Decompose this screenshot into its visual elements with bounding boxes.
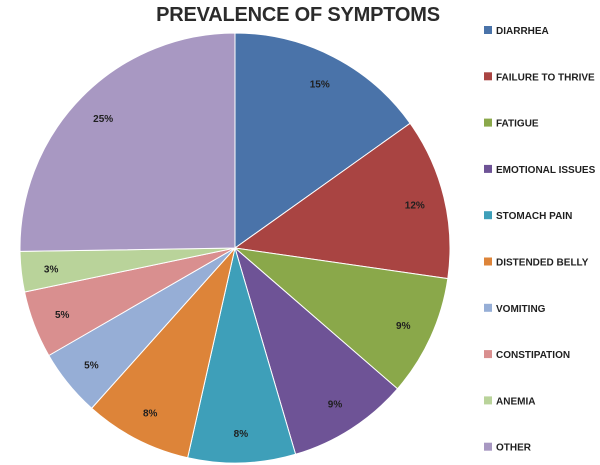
- pie-slices: [19, 32, 451, 464]
- legend-swatch-failure-to-thrive: [484, 72, 492, 81]
- pie-data-labels: 15% 12% 9% 9% 8% 8% 5% 5% 3% 25%: [44, 80, 425, 440]
- data-label-vomiting: 5%: [84, 361, 99, 372]
- legend-swatch-constipation: [484, 350, 492, 359]
- legend-label-stomach-pain: STOMACH PAIN: [496, 211, 572, 222]
- data-label-stomach-pain: 8%: [234, 429, 249, 440]
- legend-label-fatigue: FATIGUE: [496, 119, 539, 130]
- legend-swatch-anemia: [484, 396, 492, 405]
- legend-swatch-vomiting: [484, 303, 492, 312]
- pie-slice-distended-belly: [90, 246, 236, 459]
- legend-swatch-fatigue: [484, 118, 492, 127]
- pie-slice-fatigue: [233, 247, 449, 390]
- legend-label-distended-belly: DISTENDED BELLY: [496, 258, 589, 269]
- legend-swatch-diarrhea: [484, 26, 492, 34]
- legend-label-failure-to-thrive: FAILURE TO THRIVE: [496, 72, 595, 83]
- legend-swatch-other: [484, 442, 492, 451]
- legend-swatch-distended-belly: [484, 257, 492, 266]
- data-label-other: 25%: [93, 114, 113, 125]
- data-label-distended-belly: 8%: [143, 408, 158, 419]
- pie-slice-emotional-issues: [234, 246, 399, 455]
- legend-label-vomiting: VOMITING: [496, 304, 546, 315]
- pie-slice-diarrhea: [234, 32, 411, 249]
- data-label-emotional-issues: 9%: [328, 400, 343, 411]
- legend-swatch-stomach-pain: [484, 211, 492, 220]
- data-label-fatigue: 9%: [396, 321, 411, 332]
- pie-slice-failure-to-thrive: [233, 122, 451, 280]
- legend-label-diarrhea: DIARRHEA: [496, 26, 549, 37]
- legend-label-constipation: CONSTIPATION: [496, 350, 570, 361]
- data-label-failure-to-thrive: 12%: [405, 200, 425, 211]
- data-label-constipation: 5%: [55, 310, 70, 321]
- pie-slice-other: [19, 32, 236, 252]
- legend-label-anemia: ANEMIA: [496, 396, 535, 407]
- pie-slice-stomach-pain: [187, 246, 297, 464]
- data-label-diarrhea: 15%: [310, 80, 330, 91]
- legend-label-other: OTHER: [496, 443, 532, 454]
- legend-swatch-emotional-issues: [484, 164, 492, 173]
- data-label-anemia: 3%: [44, 265, 59, 276]
- chart-title: PREVALENCE OF SYMPTOMS: [156, 4, 440, 26]
- legend-label-emotional-issues: EMOTIONAL ISSUES: [496, 165, 596, 176]
- chart-legend: DIARRHEA FAILURE TO THRIVE FATIGUE EMOTIONA…: [484, 26, 596, 454]
